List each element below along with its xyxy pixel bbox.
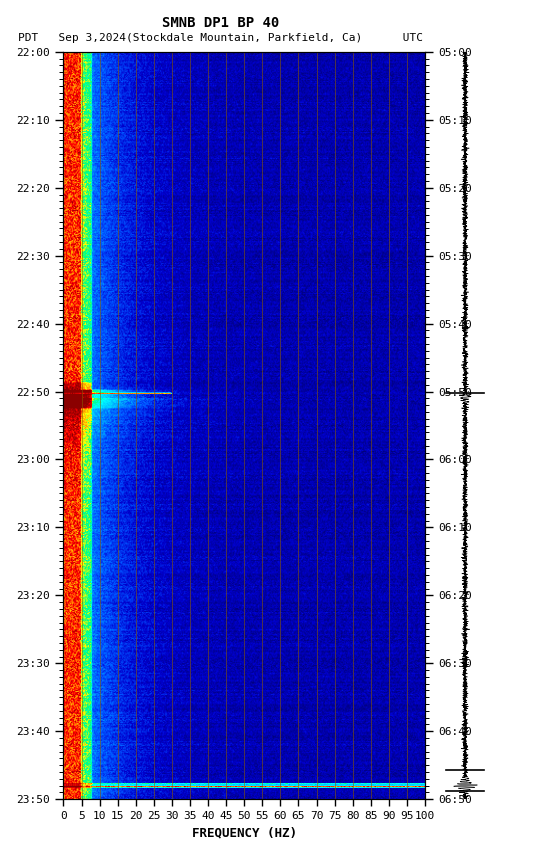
Text: PDT   Sep 3,2024(Stockdale Mountain, Parkfield, Ca)      UTC: PDT Sep 3,2024(Stockdale Mountain, Parkf… [18, 33, 423, 43]
Text: SMNB DP1 BP 40: SMNB DP1 BP 40 [162, 16, 279, 30]
X-axis label: FREQUENCY (HZ): FREQUENCY (HZ) [192, 827, 297, 840]
